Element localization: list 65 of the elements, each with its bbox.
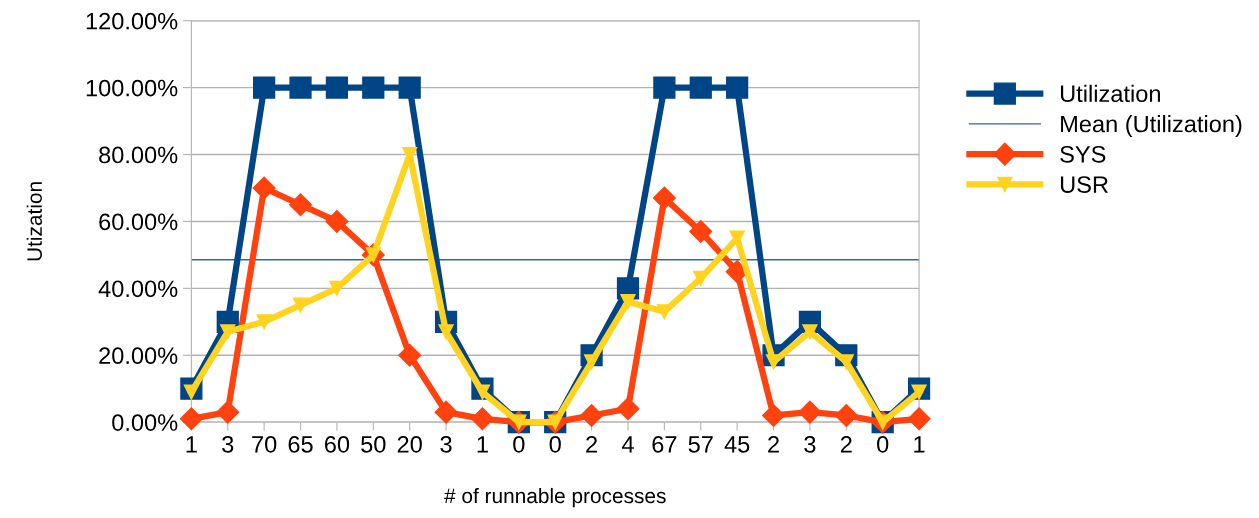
- y-tick-label: 0.00%: [112, 414, 178, 431]
- point: [252, 176, 276, 200]
- x-tick-label: 20: [397, 435, 422, 453]
- x-tick-label: 60: [324, 435, 350, 453]
- y-tick-label: 40.00%: [98, 280, 178, 298]
- y-tick-label: 20.00%: [99, 347, 178, 365]
- point: [907, 407, 931, 431]
- point: [325, 76, 349, 99]
- x-tick-label: 67: [652, 435, 677, 453]
- point: [834, 403, 858, 427]
- point: [216, 400, 240, 424]
- y-tick-label: 120.00%: [86, 12, 178, 30]
- x-tick-label: 1: [477, 436, 488, 453]
- legend-label: USR: [1060, 176, 1108, 193]
- point: [438, 324, 454, 340]
- x-tick-label: 70: [252, 435, 277, 453]
- legend-label: SYS: [1060, 145, 1106, 163]
- x-tick-label: 57: [688, 436, 713, 453]
- x-tick-label: 1: [914, 436, 925, 453]
- x-tick-label: 2: [586, 435, 597, 453]
- point: [616, 397, 640, 421]
- point: [292, 297, 309, 313]
- x-tick-label: 3: [804, 435, 816, 453]
- point: [398, 343, 422, 367]
- point: [256, 314, 272, 330]
- y-tick-label: 100.00%: [86, 79, 178, 97]
- x-tick-label: 50: [361, 435, 386, 453]
- x-tick-label: 45: [724, 436, 750, 453]
- point: [220, 324, 236, 340]
- x-tick-label: 0: [513, 435, 525, 453]
- x-axis-title: # of runnable processes: [444, 487, 666, 508]
- point: [289, 76, 312, 99]
- point: [289, 193, 313, 217]
- point: [620, 294, 636, 310]
- x-tick-label: 3: [440, 435, 452, 453]
- legend-label: Mean (Utilization): [1061, 115, 1242, 138]
- point: [580, 403, 604, 427]
- x-tick-label: 65: [288, 435, 313, 453]
- point: [325, 209, 349, 233]
- y-tick-label: 80.00%: [99, 146, 178, 164]
- x-tick-label: 2: [840, 435, 852, 453]
- x-tick-label: 2: [768, 435, 779, 453]
- point: [179, 407, 203, 431]
- point: [729, 230, 745, 246]
- x-tick-label: 4: [621, 436, 634, 453]
- y-tick-label: 60.00%: [99, 213, 178, 231]
- point: [253, 76, 276, 99]
- point: [726, 76, 749, 99]
- x-tick-label: 1: [186, 436, 197, 453]
- x-tick-label: 0: [549, 435, 561, 453]
- point: [762, 403, 786, 427]
- point: [652, 186, 676, 210]
- point: [470, 407, 494, 431]
- x-tick-label: 3: [222, 435, 234, 453]
- x-tick-label: 0: [877, 435, 889, 453]
- point: [798, 400, 822, 424]
- point: [362, 76, 385, 99]
- point: [398, 76, 421, 99]
- legend-label: Utilization: [1060, 84, 1160, 103]
- point: [802, 324, 818, 340]
- y-axis-title: Utization: [26, 182, 42, 261]
- point: [689, 219, 713, 243]
- point: [689, 76, 712, 99]
- point: [434, 400, 458, 424]
- point: [653, 76, 676, 99]
